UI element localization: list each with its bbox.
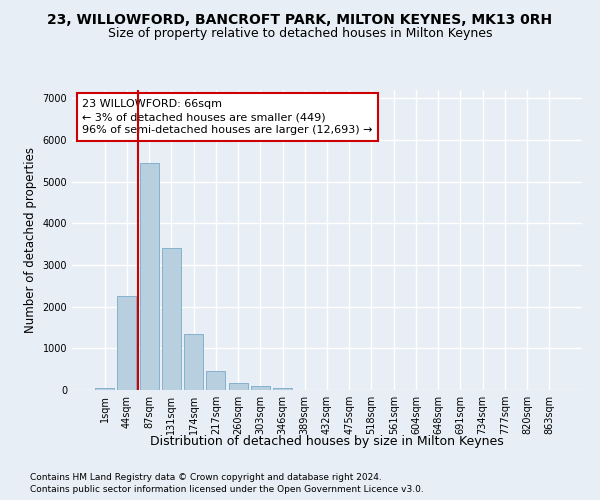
Text: Distribution of detached houses by size in Milton Keynes: Distribution of detached houses by size … <box>150 435 504 448</box>
Bar <box>140 163 158 390</box>
Bar <box>118 296 136 390</box>
Text: 23, WILLOWFORD, BANCROFT PARK, MILTON KEYNES, MK13 0RH: 23, WILLOWFORD, BANCROFT PARK, MILTON KE… <box>47 12 553 26</box>
Text: Contains HM Land Registry data © Crown copyright and database right 2024.: Contains HM Land Registry data © Crown c… <box>30 472 382 482</box>
Y-axis label: Number of detached properties: Number of detached properties <box>24 147 37 333</box>
Bar <box>95 388 114 390</box>
Bar <box>206 371 225 390</box>
Text: 23 WILLOWFORD: 66sqm
← 3% of detached houses are smaller (449)
96% of semi-detac: 23 WILLOWFORD: 66sqm ← 3% of detached ho… <box>82 99 373 136</box>
Bar <box>229 382 248 390</box>
Bar <box>273 388 292 390</box>
Bar <box>251 386 270 390</box>
Bar <box>162 248 181 390</box>
Text: Contains public sector information licensed under the Open Government Licence v3: Contains public sector information licen… <box>30 485 424 494</box>
Bar <box>184 334 203 390</box>
Text: Size of property relative to detached houses in Milton Keynes: Size of property relative to detached ho… <box>108 28 492 40</box>
